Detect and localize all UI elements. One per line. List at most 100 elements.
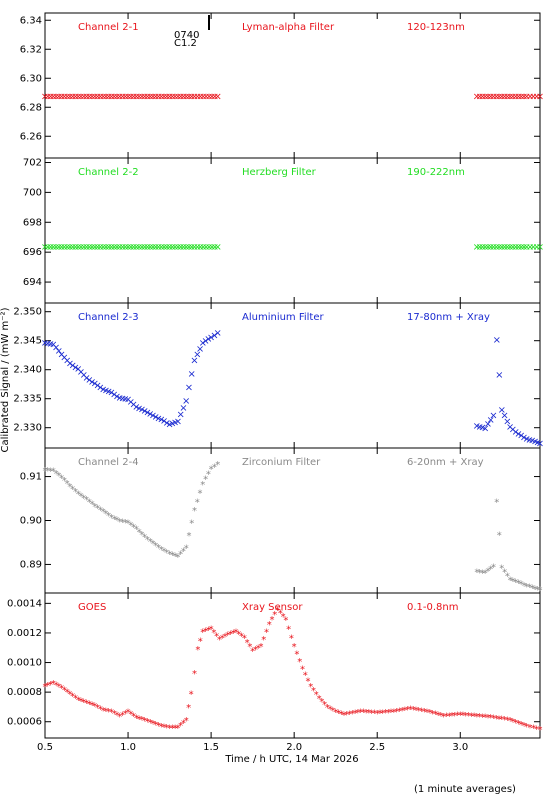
data-point: *: [192, 669, 197, 680]
data-point: *: [195, 645, 200, 656]
data-point: *: [314, 690, 319, 701]
y-tick-label: 0.89: [20, 559, 42, 570]
data-point: ×: [124, 394, 132, 405]
data-point: *: [162, 546, 167, 557]
data-point: *: [408, 704, 413, 715]
data-point: ×: [57, 242, 65, 253]
data-point: *: [294, 650, 299, 661]
data-point: ×: [495, 370, 503, 381]
data-point: ×: [196, 92, 204, 103]
channel-label: Channel 2-2: [78, 167, 139, 178]
data-point: *: [51, 679, 56, 690]
data-point: ×: [77, 367, 85, 378]
data-point: ×: [523, 434, 531, 445]
data-point: ×: [214, 242, 222, 253]
data-point: *: [278, 609, 283, 620]
data-point: *: [458, 710, 463, 721]
data-point: ×: [473, 242, 481, 253]
data-point: ×: [124, 92, 132, 103]
data-point: ×: [80, 242, 88, 253]
data-point: *: [170, 724, 175, 735]
data-point: *: [164, 723, 169, 734]
data-point: *: [366, 708, 371, 719]
y-tick-label: 694: [23, 277, 42, 288]
data-point: *: [87, 497, 92, 508]
data-point: *: [56, 471, 61, 482]
data-point: ×: [116, 92, 124, 103]
data-point: ×: [185, 242, 193, 253]
data-point: *: [485, 567, 490, 578]
filter-label: Xray Sensor: [242, 602, 303, 613]
data-point: *: [364, 708, 369, 719]
data-point: *: [222, 632, 227, 643]
data-point: ×: [529, 92, 537, 103]
data-point: ×: [143, 408, 151, 419]
data-point: ×: [60, 242, 68, 253]
data-point: ×: [520, 242, 528, 253]
data-point: *: [491, 562, 496, 573]
data-point: ×: [163, 418, 171, 429]
data-point: ×: [57, 350, 65, 361]
data-point: ×: [49, 92, 57, 103]
data-point: *: [123, 518, 128, 529]
data-point: ×: [484, 419, 492, 430]
data-point: *: [128, 521, 133, 532]
data-point: *: [325, 703, 330, 714]
data-point: ×: [129, 399, 137, 410]
data-point: *: [375, 709, 380, 720]
data-point: ×: [63, 242, 71, 253]
data-point: *: [272, 610, 277, 621]
data-point: ×: [85, 375, 93, 386]
data-point: ×: [160, 92, 168, 103]
data-point: *: [137, 714, 142, 725]
data-point: ×: [199, 92, 207, 103]
data-point: *: [170, 550, 175, 561]
data-point: ×: [80, 370, 88, 381]
data-point: ×: [157, 92, 165, 103]
data-point: ×: [484, 92, 492, 103]
data-point: *: [128, 709, 133, 720]
data-point: *: [78, 696, 83, 707]
data-point: *: [533, 584, 538, 595]
data-point: *: [228, 629, 233, 640]
data-point: *: [87, 699, 92, 710]
data-point: *: [236, 629, 241, 640]
data-point: ×: [201, 336, 209, 347]
data-point: ×: [55, 92, 63, 103]
data-point: *: [239, 631, 244, 642]
y-tick-label: 0.91: [20, 472, 42, 483]
data-point: ×: [149, 411, 157, 422]
y-tick-label: 2.350: [13, 307, 42, 318]
data-point: *: [173, 724, 178, 735]
panel-frame: [44, 12, 541, 159]
data-point: *: [427, 708, 432, 719]
data-point: ×: [484, 242, 492, 253]
data-point: *: [394, 707, 399, 718]
data-point: *: [433, 710, 438, 721]
data-point: ×: [160, 242, 168, 253]
data-point: *: [114, 516, 119, 527]
data-point: *: [51, 467, 56, 478]
data-point: ×: [88, 242, 96, 253]
data-point: *: [308, 682, 313, 693]
data-point: *: [153, 541, 158, 552]
data-point: *: [258, 642, 263, 653]
data-point: ×: [196, 344, 204, 355]
data-point: ×: [205, 242, 213, 253]
data-point: ×: [193, 350, 201, 361]
data-point: *: [148, 718, 153, 729]
data-point: *: [109, 707, 114, 718]
panel-frame: [44, 302, 541, 449]
data-point: *: [411, 705, 416, 716]
data-point: *: [43, 682, 48, 693]
data-point: ×: [66, 358, 74, 369]
data-point: ×: [214, 328, 222, 339]
data-point: *: [54, 681, 59, 692]
data-point: *: [524, 722, 529, 733]
y-tick-label: 702: [23, 157, 42, 168]
data-point: *: [477, 568, 482, 579]
data-point: *: [186, 703, 191, 714]
data-point: ×: [93, 92, 101, 103]
data-point: ×: [188, 369, 196, 380]
data-point: ×: [517, 242, 525, 253]
